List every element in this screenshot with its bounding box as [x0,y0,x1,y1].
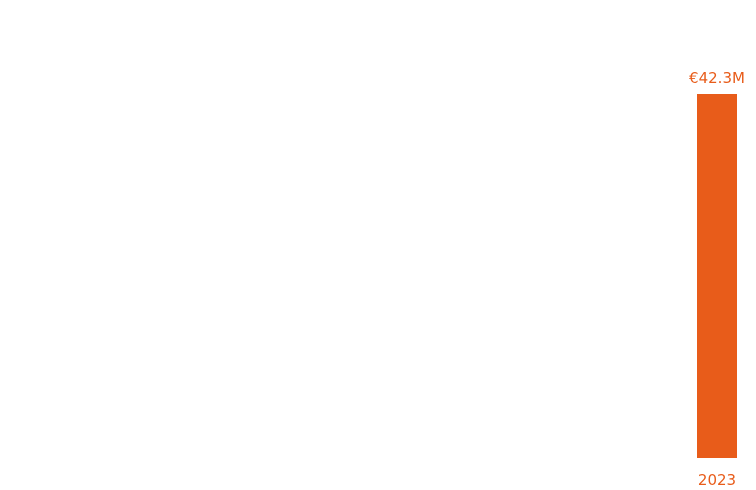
value-label-2023: €42.3M [689,69,745,87]
x-tick-label-2023: 2023 [698,471,736,489]
x-axis-tick-labels: 2023 [698,471,736,489]
value-labels-group: €42.3M [689,69,745,87]
bars-group [697,94,737,458]
bar-2023 [697,94,737,458]
